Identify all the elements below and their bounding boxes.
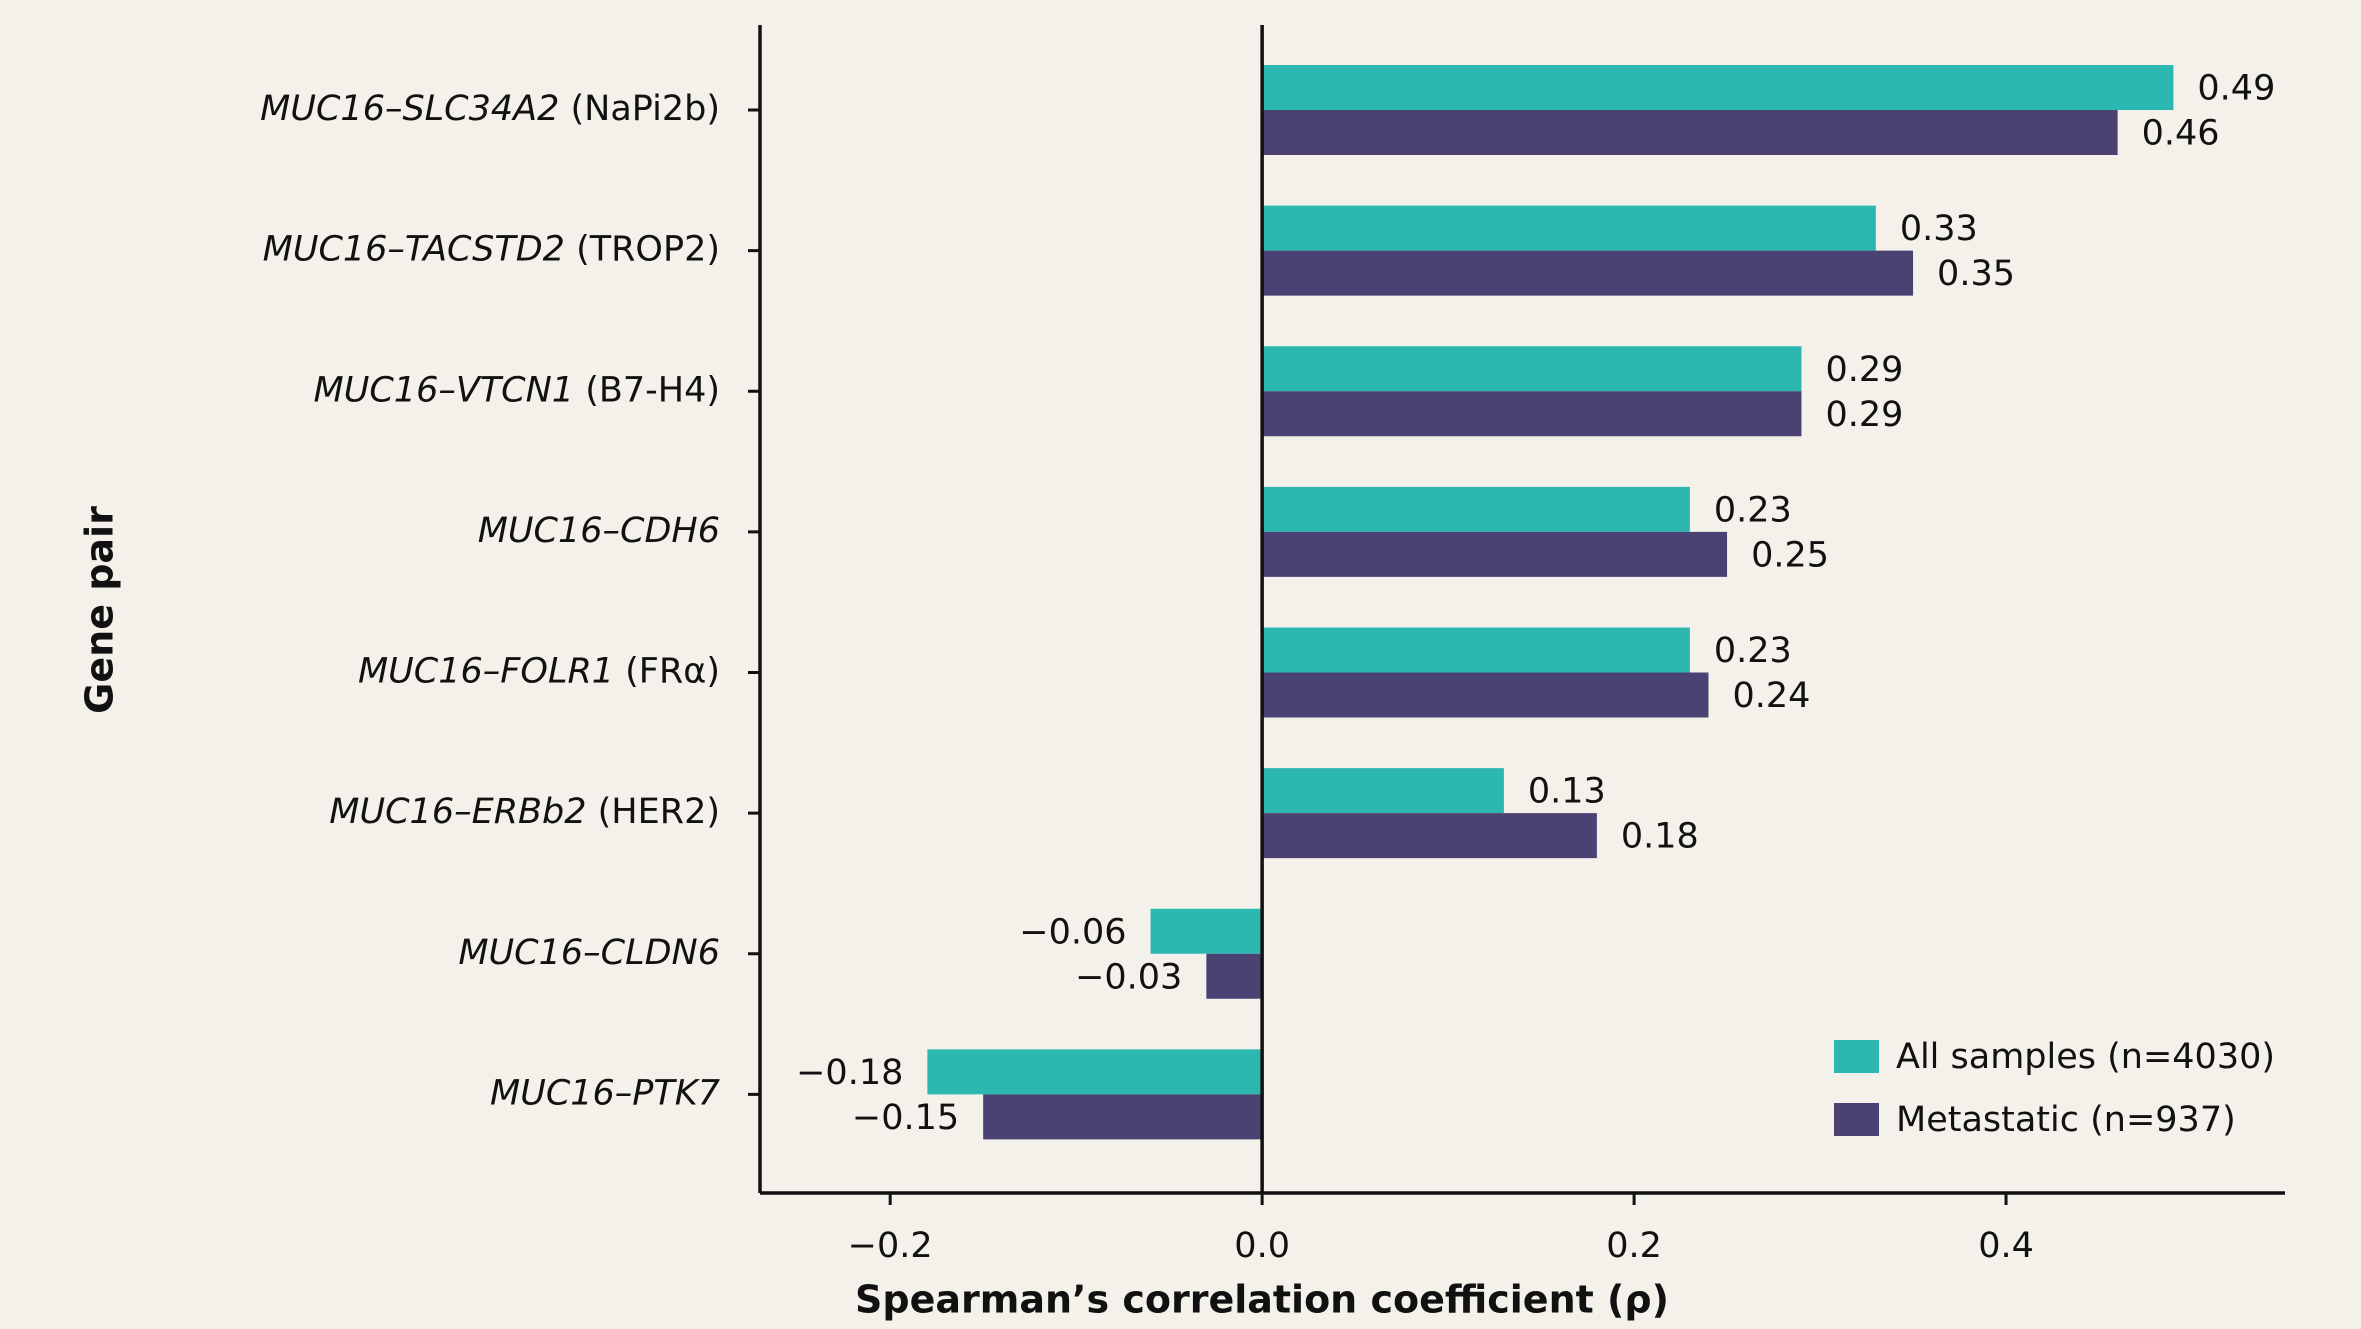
gene-pair: MUC16–SLC34A2 <box>260 89 559 129</box>
legend-swatch <box>1834 1040 1879 1073</box>
gene-pair: MUC16–CDH6 <box>478 511 720 551</box>
target: (TROP2) <box>565 230 720 270</box>
value-label: 0.29 <box>1825 350 1903 390</box>
x-tick-label: 0.2 <box>1606 1226 1662 1266</box>
target: (FRα) <box>614 652 720 692</box>
target: (NaPi2b) <box>559 89 720 129</box>
target: (HER2) <box>587 792 720 832</box>
y-tick-label: MUC16–PTK7 <box>490 1073 720 1113</box>
bar <box>927 1049 1263 1095</box>
gene-pair: MUC16–FOLR1 <box>358 652 614 692</box>
gene-pair: MUC16–CLDN6 <box>458 933 720 973</box>
x-axis-title: Spearman’s correlation coefficient (ρ) <box>855 1278 1669 1322</box>
bar <box>1262 486 1690 532</box>
y-tick-label: MUC16–TACSTD2 (TROP2) <box>263 230 720 270</box>
x-tick-label: 0.0 <box>1234 1226 1290 1266</box>
value-label: −0.15 <box>852 1098 959 1138</box>
y-axis-title: Gene pair <box>78 506 122 714</box>
bar <box>1262 346 1802 392</box>
gene-pair: MUC16–PTK7 <box>490 1073 720 1113</box>
value-label: 0.24 <box>1732 676 1810 716</box>
bar <box>983 1094 1263 1140</box>
y-tick-label: MUC16–ERBb2 (HER2) <box>329 792 720 832</box>
value-label: 0.46 <box>2142 114 2220 154</box>
bar <box>1262 110 2118 155</box>
y-tick-label: MUC16–VTCN1 (B7-H4) <box>314 370 720 410</box>
value-label: 0.18 <box>1621 817 1699 857</box>
bar <box>1206 953 1263 999</box>
y-tick-label: MUC16–SLC34A2 (NaPi2b) <box>260 89 720 129</box>
y-tick-label: MUC16–CLDN6 <box>458 933 720 973</box>
value-label: 0.23 <box>1714 631 1792 671</box>
x-tick-label: −0.2 <box>848 1226 933 1266</box>
legend-swatch <box>1834 1103 1879 1136</box>
value-label: 0.35 <box>1937 254 2015 294</box>
bar <box>1262 250 1914 296</box>
bar <box>1262 531 1728 577</box>
bar <box>1262 768 1504 814</box>
y-tick-label: MUC16–FOLR1 (FRα) <box>358 652 720 692</box>
value-label: −0.06 <box>1019 912 1126 952</box>
bar <box>1262 65 2174 110</box>
legend-label: All samples (n=4030) <box>1896 1037 2275 1077</box>
value-label: 0.23 <box>1714 490 1792 530</box>
legend-label: Metastatic (n=937) <box>1896 1100 2236 1140</box>
gene-pair: MUC16–ERBb2 <box>329 792 586 832</box>
bar <box>1150 908 1263 954</box>
bar <box>1262 627 1690 673</box>
value-label: 0.25 <box>1751 535 1829 575</box>
value-label: 0.13 <box>1528 772 1606 812</box>
bar <box>1262 205 1876 251</box>
value-label: −0.03 <box>1075 957 1182 997</box>
bar <box>1262 813 1597 859</box>
y-tick-label: MUC16–CDH6 <box>478 511 720 551</box>
value-label: −0.18 <box>796 1053 903 1093</box>
bar <box>1262 672 1709 718</box>
value-label: 0.33 <box>1900 209 1978 249</box>
x-tick-label: 0.4 <box>1978 1226 2034 1266</box>
value-label: 0.29 <box>1825 395 1903 435</box>
value-label: 0.49 <box>2197 69 2275 109</box>
bar <box>1262 391 1802 437</box>
gene-pair: MUC16–TACSTD2 <box>263 230 565 270</box>
gene-pair: MUC16–VTCN1 <box>314 370 575 410</box>
target: (B7-H4) <box>574 370 720 410</box>
